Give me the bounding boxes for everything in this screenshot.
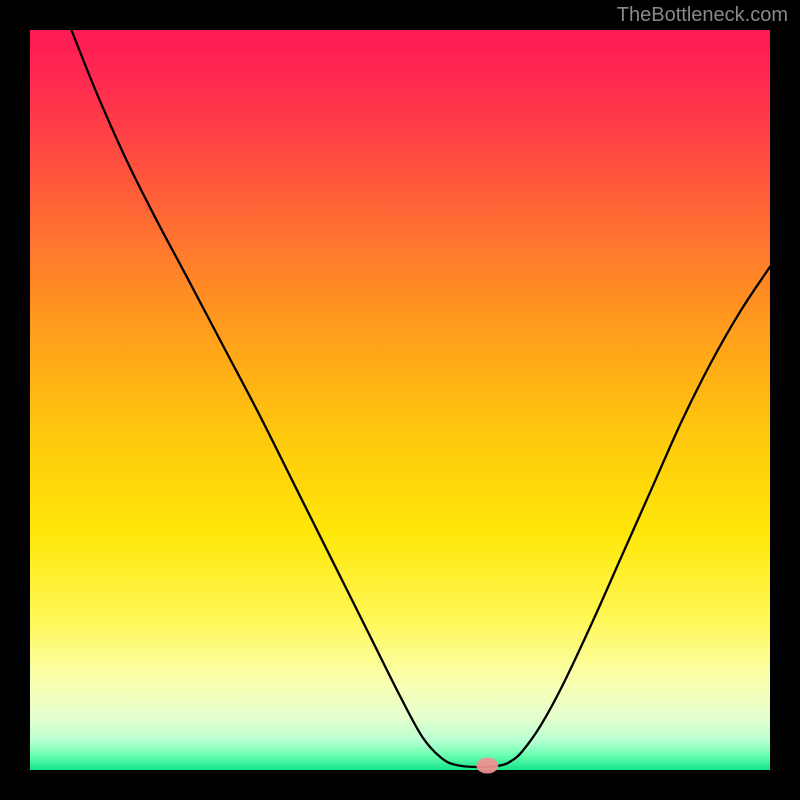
optimal-marker xyxy=(476,758,498,774)
plot-area xyxy=(30,30,770,770)
bottleneck-chart xyxy=(0,0,800,800)
watermark-text: TheBottleneck.com xyxy=(617,4,788,27)
chart-container: TheBottleneck.com xyxy=(0,0,800,800)
